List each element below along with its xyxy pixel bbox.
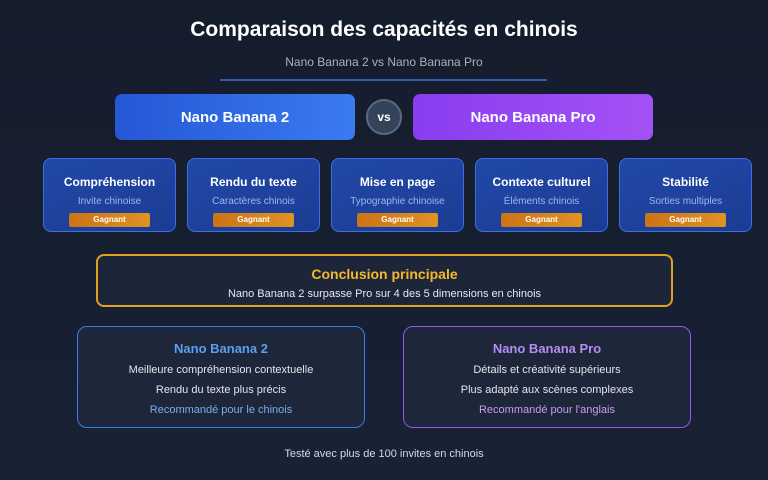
winner-badge: Gagnant [645,213,726,227]
card-subtitle: Invite chinoise [77,196,142,207]
winner-badge: Gagnant [69,213,150,227]
page-title: Comparaison des capacités en chinois [190,18,578,41]
nano-banana-pro-summary: Nano Banana Pro Détails et créativité su… [403,326,691,428]
card-subtitle: Éléments chinois [503,196,580,207]
card-text-rendering: Rendu du texte Caractères chinois Gagnan… [187,158,320,232]
winner-badge: Gagnant [213,213,294,227]
card-stability: Stabilité Sorties multiples Gagnant [619,158,752,232]
conclusion-text: Nano Banana 2 surpasse Pro sur 4 des 5 d… [227,288,542,300]
card-comprehension: Compréhension Invite chinoise Gagnant [43,158,176,232]
vs-badge: vs [366,99,402,135]
summary-recommendation: Recommandé pour l'anglais [478,404,615,416]
summary-title: Nano Banana 2 [174,341,268,356]
card-title: Mise en page [359,175,436,189]
summary-recommendation: Recommandé pour le chinois [149,404,293,416]
model-nano-banana-pro: Nano Banana Pro [413,94,653,140]
summary-line: Plus adapté aux scènes complexes [460,384,634,396]
card-subtitle: Typographie chinoise [350,196,445,207]
card-title: Stabilité [662,175,709,189]
conclusion-title: Conclusion principale [311,266,458,282]
card-title: Compréhension [63,175,156,189]
card-title: Rendu du texte [210,175,297,189]
card-cultural-context: Contexte culturel Éléments chinois Gagna… [475,158,608,232]
summary-title: Nano Banana Pro [492,341,602,356]
conclusion-box: Conclusion principale Nano Banana 2 surp… [96,254,673,307]
card-subtitle: Caractères chinois [212,196,295,207]
winner-badge: Gagnant [357,213,438,227]
card-subtitle: Sorties multiples [648,196,723,207]
divider [220,79,547,81]
summary-line: Rendu du texte plus précis [155,384,287,396]
card-layout: Mise en page Typographie chinoise Gagnan… [331,158,464,232]
model-nano-banana-2: Nano Banana 2 [115,94,355,140]
card-title: Contexte culturel [492,175,591,189]
footer-note: Testé avec plus de 100 invites en chinoi… [284,448,484,460]
page-subtitle: Nano Banana 2 vs Nano Banana Pro [285,55,483,69]
summary-line: Détails et créativité supérieurs [473,364,621,376]
nano-banana-2-summary: Nano Banana 2 Meilleure compréhension co… [77,326,365,428]
summary-line: Meilleure compréhension contextuelle [128,364,314,376]
winner-badge: Gagnant [501,213,582,227]
